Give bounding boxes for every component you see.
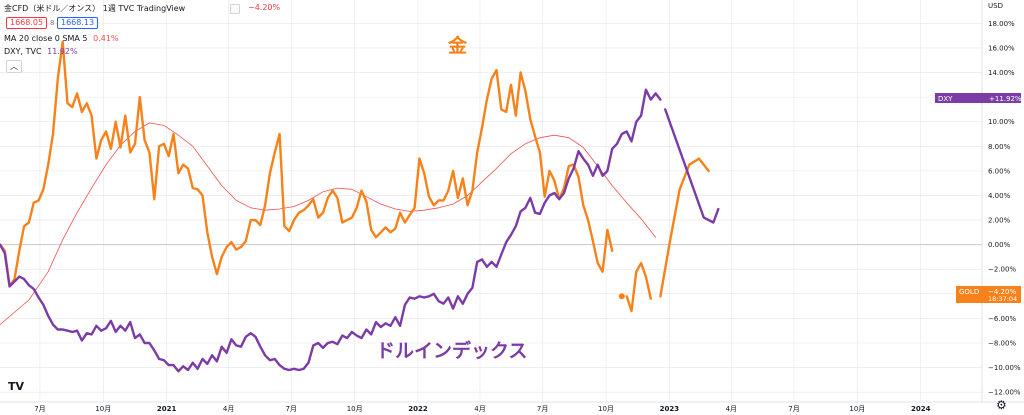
y-tick-label: 14.00% xyxy=(988,69,1015,77)
time-axis-background[interactable] xyxy=(0,402,1024,415)
dxy-value-badge[interactable]: DXY +11.92% xyxy=(935,93,1022,103)
ma-indicator-label: MA 20 close 0 SMA 5 xyxy=(4,34,88,43)
x-tick-label: 4月 xyxy=(726,405,737,413)
gold-badge-label: GOLD xyxy=(959,288,979,296)
x-tick-label: 10月 xyxy=(347,405,363,413)
y-tick-label: 16.00% xyxy=(988,44,1015,52)
dxy-badge-label: DXY xyxy=(938,95,953,103)
sell-price-button[interactable]: 1668.05 xyxy=(6,17,48,29)
collapse-legend-button[interactable]: ︿ xyxy=(6,60,22,73)
y-tick-label: 6.00% xyxy=(988,167,1011,175)
y-tick-label: −2.00% xyxy=(988,266,1016,274)
y-tick-label: 0.00% xyxy=(988,241,1011,249)
symbol-title[interactable]: 金CFD（米ドル／オンス） 1週 TVC TradingView xyxy=(4,4,186,13)
y-tick-label: 8.00% xyxy=(988,143,1011,151)
x-tick-label: 4月 xyxy=(223,405,234,413)
y-tick-label: 18.00% xyxy=(988,20,1015,28)
x-tick-label: 2023 xyxy=(660,405,680,413)
y-tick-label: −10.00% xyxy=(988,364,1021,372)
tradingview-logo[interactable]: TV xyxy=(8,380,25,393)
dxy-badge-value: +11.92% xyxy=(989,95,1022,103)
series-line-2-0 xyxy=(0,122,656,325)
series-line-1-0 xyxy=(0,88,662,373)
gear-icon[interactable]: ⚙ xyxy=(996,398,1007,412)
y-tick-label: 10.00% xyxy=(988,118,1015,126)
x-tick-label: 4月 xyxy=(474,405,485,413)
x-tick-label: 2024 xyxy=(911,405,931,413)
gold-annotation: 金 xyxy=(447,34,468,57)
x-tick-label: 7月 xyxy=(537,405,548,413)
x-axis-ticks: 7月 10月 2021 4月 7月 10月 2022 4月 7月 10月 2023 4月 7月 10月 20… xyxy=(34,405,930,413)
series-line-0-3 xyxy=(659,157,710,298)
y-tick-label: −8.00% xyxy=(988,339,1016,347)
y-tick-label: −12.00% xyxy=(988,389,1021,397)
y-axis-unit: USD xyxy=(988,2,1003,10)
x-tick-label: 10月 xyxy=(95,405,111,413)
x-tick-label: 7月 xyxy=(788,405,799,413)
series-line-0-2 xyxy=(625,261,652,313)
dxy-annotation: ドルインデックス xyxy=(376,339,527,362)
x-tick-label: 2021 xyxy=(157,405,177,413)
dxy-indicator-value: 11.92% xyxy=(47,47,78,56)
y-tick-label: 2.00% xyxy=(988,217,1011,225)
price-change: −4.20% xyxy=(248,3,281,12)
y-tick-label: 4.00% xyxy=(988,192,1011,200)
series-line-0-0 xyxy=(0,40,614,288)
x-tick-label: 7月 xyxy=(286,405,297,413)
price-axis-background[interactable] xyxy=(982,0,1024,402)
gold-badge-time: 18:37:04 xyxy=(988,295,1017,303)
dxy-indicator-legend[interactable]: DXY, TVC 11.92% xyxy=(4,47,78,56)
x-tick-label: 10月 xyxy=(849,405,865,413)
series-point xyxy=(618,293,625,300)
series-lines xyxy=(0,40,720,373)
gold-badge-value: −4.20% xyxy=(988,288,1016,296)
x-tick-label: 7月 xyxy=(34,405,45,413)
dxy-indicator-label: DXY, TVC xyxy=(4,47,42,56)
ma-indicator-legend[interactable]: MA 20 close 0 SMA 5 0.41% xyxy=(4,34,118,43)
gold-value-badge[interactable]: GOLD −4.20% 18:37:04 xyxy=(956,286,1021,303)
x-tick-label: 10月 xyxy=(598,405,614,413)
spread-value: 8 xyxy=(50,19,55,27)
x-tick-label: 2022 xyxy=(408,405,428,413)
buy-price-button[interactable]: 1668.13 xyxy=(57,17,99,29)
close-icon[interactable] xyxy=(230,4,240,14)
y-tick-label: −6.00% xyxy=(988,315,1016,323)
series-line-1-1 xyxy=(664,108,720,224)
ma-indicator-value: 0.41% xyxy=(93,34,119,43)
